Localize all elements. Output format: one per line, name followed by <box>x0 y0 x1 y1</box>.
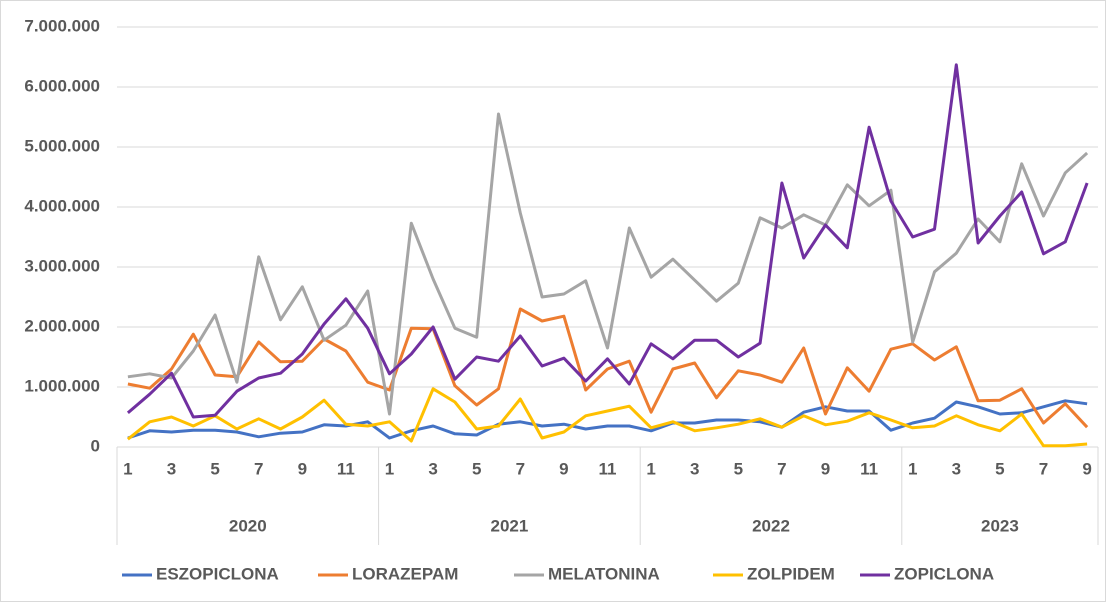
x-tick-label: 5 <box>472 459 481 478</box>
series-line <box>126 63 1089 419</box>
x-tick-label: 3 <box>428 459 437 478</box>
x-tick-label: 1 <box>646 459 655 478</box>
y-tick-label: 0 <box>91 436 100 455</box>
x-tick-label: 11 <box>599 459 617 478</box>
series-line <box>127 307 1089 429</box>
x-tick-label: 7 <box>777 459 786 478</box>
x-tick-label: 3 <box>952 459 961 478</box>
legend-label: ZOPICLONA <box>894 564 994 583</box>
x-tick-label: 5 <box>734 459 743 478</box>
legend-label: ZOLPIDEM <box>747 564 835 583</box>
series-line <box>127 112 1089 416</box>
x-tick-label: 7 <box>254 459 263 478</box>
y-tick-label: 6.000.000 <box>24 76 100 95</box>
y-tick-label: 4.000.000 <box>24 196 100 215</box>
x-tick-label: 5 <box>995 459 1004 478</box>
x-tick-label: 9 <box>298 459 307 478</box>
x-tick-label: 7 <box>1039 459 1048 478</box>
x-group-label: 2023 <box>981 516 1019 535</box>
series-line <box>126 387 1088 448</box>
x-tick-label: 1 <box>385 459 394 478</box>
x-tick-label: 1 <box>908 459 917 478</box>
x-group-label: 2021 <box>490 516 528 535</box>
x-tick-label: 5 <box>210 459 219 478</box>
legend-label: MELATONINA <box>548 564 660 583</box>
x-group-label: 2020 <box>229 516 267 535</box>
x-tick-label: 9 <box>559 459 568 478</box>
legend-label: ESZOPICLONA <box>156 564 279 583</box>
x-tick-label: 9 <box>1082 459 1091 478</box>
y-tick-label: 5.000.000 <box>24 136 100 155</box>
legend-label: LORAZEPAM <box>352 564 458 583</box>
x-tick-label: 11 <box>337 459 355 478</box>
y-tick-label: 3.000.000 <box>24 256 100 275</box>
x-tick-label: 11 <box>860 459 878 478</box>
y-tick-label: 2.000.000 <box>24 316 100 335</box>
y-tick-label: 7.000.000 <box>24 16 100 35</box>
x-group-label: 2022 <box>752 516 790 535</box>
series-line <box>127 399 1088 440</box>
y-tick-label: 1.000.000 <box>24 376 100 395</box>
x-tick-label: 3 <box>690 459 699 478</box>
x-tick-label: 7 <box>516 459 525 478</box>
x-tick-label: 3 <box>167 459 176 478</box>
x-tick-label: 1 <box>123 459 132 478</box>
x-tick-label: 9 <box>821 459 830 478</box>
